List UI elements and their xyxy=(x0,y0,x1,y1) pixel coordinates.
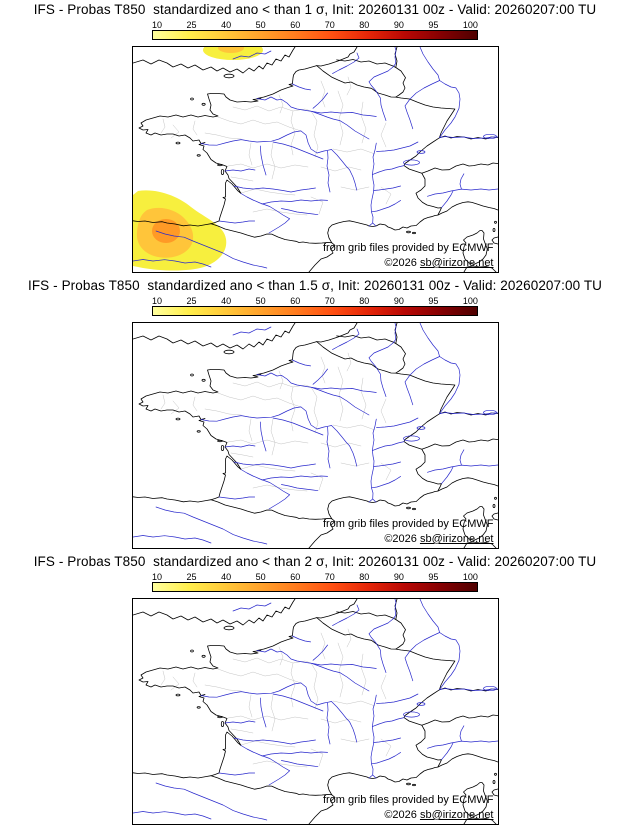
colorbar-tick-label: 40 xyxy=(221,296,232,306)
map-panel: from grib files provided by ECMWF ©2026 … xyxy=(131,598,499,825)
colorbar-tick-label: 50 xyxy=(255,296,266,306)
colorbar-tick-label: 80 xyxy=(359,572,370,582)
colorbar-tick-label: 60 xyxy=(290,296,301,306)
colorbar-ticks: 10 25 40 50 60 70 80 90 95 100 xyxy=(152,296,478,306)
colorbar-gradient xyxy=(152,306,478,316)
colorbar-tick-label: 90 xyxy=(393,296,404,306)
panel-sigma-2: IFS - Probas T850 standardized ano < tha… xyxy=(0,552,630,828)
colorbar-tick-label: 50 xyxy=(255,20,266,30)
data-source-credit: from grib files provided by ECMWF xyxy=(322,242,494,254)
colorbar-ticks: 10 25 40 50 60 70 80 90 95 100 xyxy=(152,572,478,582)
colorbar-tick-label: 10 xyxy=(152,20,163,30)
colorbar-tick-label: 50 xyxy=(255,572,266,582)
anomaly-shading xyxy=(132,47,263,271)
panel-title: IFS - Probas T850 standardized ano < tha… xyxy=(33,2,597,17)
panel-title: IFS - Probas T850 standardized ano < tha… xyxy=(33,554,597,569)
colorbar-tick-label: 100 xyxy=(462,296,478,306)
map-credits: from grib files provided by ECMWF ©2026 … xyxy=(323,241,494,271)
colorbar-tick-label: 80 xyxy=(359,296,370,306)
panel-sigma-1p5: IFS - Probas T850 standardized ano < tha… xyxy=(0,276,630,552)
colorbar-tick-label: 90 xyxy=(393,572,404,582)
colorbar-ticks: 10 25 40 50 60 70 80 90 95 100 xyxy=(152,20,478,30)
colorbar-tick-label: 95 xyxy=(428,296,439,306)
copyright-text: ©2026 xyxy=(384,257,420,269)
colorbar-tick-label: 60 xyxy=(290,572,301,582)
probability-colorbar: 10 25 40 50 60 70 80 90 95 100 xyxy=(152,296,478,316)
author-link[interactable]: sb@irizone.net xyxy=(419,257,494,269)
map-credits: from grib files provided by ECMWF ©2026 … xyxy=(323,517,494,547)
anomaly-area-channel-mid xyxy=(217,47,244,53)
copyright-text: ©2026 xyxy=(384,809,420,821)
colorbar-tick-label: 90 xyxy=(393,20,404,30)
colorbar-tick-label: 95 xyxy=(428,20,439,30)
colorbar-tick-label: 40 xyxy=(221,572,232,582)
france-map xyxy=(132,599,498,824)
colorbar-tick-label: 40 xyxy=(221,20,232,30)
france-map xyxy=(132,323,498,548)
colorbar-tick-label: 70 xyxy=(324,20,335,30)
map-credits: from grib files provided by ECMWF ©2026 … xyxy=(323,793,494,823)
colorbar-tick-label: 10 xyxy=(152,572,163,582)
colorbar-tick-label: 25 xyxy=(186,296,197,306)
colorbar-tick-label: 25 xyxy=(186,20,197,30)
panel-sigma-1: IFS - Probas T850 standardized ano < tha… xyxy=(0,0,630,276)
map-panel: from grib files provided by ECMWF ©2026 … xyxy=(131,46,499,273)
colorbar-tick-label: 95 xyxy=(428,572,439,582)
probability-colorbar: 10 25 40 50 60 70 80 90 95 100 xyxy=(152,20,478,40)
colorbar-tick-label: 70 xyxy=(324,296,335,306)
author-link[interactable]: sb@irizone.net xyxy=(419,533,494,545)
probability-colorbar: 10 25 40 50 60 70 80 90 95 100 xyxy=(152,572,478,592)
colorbar-tick-label: 100 xyxy=(462,572,478,582)
colorbar-tick-label: 25 xyxy=(186,572,197,582)
colorbar-tick-label: 100 xyxy=(462,20,478,30)
copyright-text: ©2026 xyxy=(384,533,420,545)
france-map xyxy=(132,47,498,272)
panel-title: IFS - Probas T850 standardized ano < tha… xyxy=(27,278,603,293)
colorbar-tick-label: 80 xyxy=(359,20,370,30)
colorbar-tick-label: 10 xyxy=(152,296,163,306)
anomaly-area-core xyxy=(151,219,180,243)
data-source-credit: from grib files provided by ECMWF xyxy=(322,794,494,806)
data-source-credit: from grib files provided by ECMWF xyxy=(322,518,494,530)
colorbar-tick-label: 60 xyxy=(290,20,301,30)
author-link[interactable]: sb@irizone.net xyxy=(419,809,494,821)
map-panel: from grib files provided by ECMWF ©2026 … xyxy=(131,322,499,549)
colorbar-tick-label: 70 xyxy=(324,572,335,582)
colorbar-gradient xyxy=(152,30,478,40)
colorbar-gradient xyxy=(152,582,478,592)
